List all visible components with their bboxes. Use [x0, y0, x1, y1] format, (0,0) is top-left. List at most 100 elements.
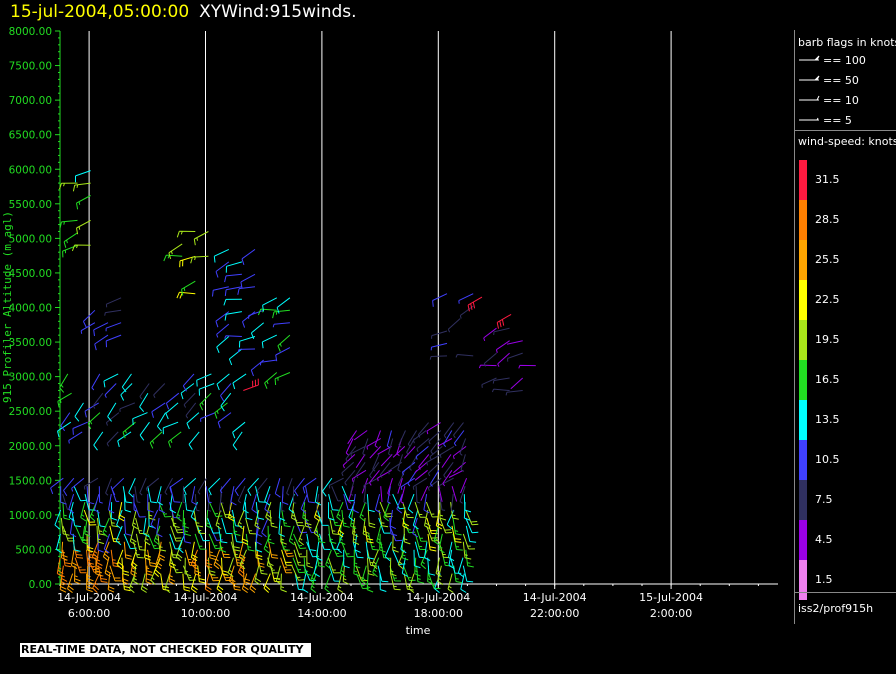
wind-barb	[107, 402, 117, 422]
wind-barb	[144, 525, 151, 546]
wind-barb	[227, 557, 234, 578]
wind-barb	[460, 454, 466, 473]
wind-barb	[116, 509, 123, 530]
wind-barb	[92, 392, 104, 409]
wind-barb	[57, 421, 72, 438]
wind-barb	[184, 494, 193, 512]
wind-barb	[255, 486, 266, 503]
wind-barb	[215, 311, 230, 328]
wind-barb	[396, 493, 403, 514]
wind-barb	[223, 298, 242, 306]
y-tick-label: 1000.00	[9, 510, 52, 522]
wind-barb	[291, 502, 298, 522]
wind-barb	[458, 293, 474, 304]
wind-barb	[232, 431, 243, 451]
wind-barb	[86, 573, 93, 593]
wind-barb	[439, 517, 453, 534]
wind-barb	[337, 517, 345, 538]
wind-barb	[493, 327, 510, 336]
quality-notice: REAL-TIME DATA, NOT CHECKED FOR QUALITY	[20, 643, 312, 657]
wind-barb	[302, 477, 317, 494]
wind-barb	[83, 477, 99, 490]
wind-barb	[465, 509, 479, 526]
data-source-label: iss2/prof915h	[798, 602, 874, 615]
wind-barb	[306, 549, 314, 569]
wind-barb	[342, 454, 356, 469]
wind-barb	[429, 446, 443, 460]
wind-barb	[145, 557, 153, 576]
wind-barb	[169, 477, 184, 494]
wind-barb	[204, 573, 212, 593]
wind-barb	[241, 573, 249, 594]
wind-barb	[448, 549, 455, 569]
wind-barb	[122, 486, 133, 504]
wind-barb	[219, 541, 231, 558]
wind-barb	[292, 509, 304, 527]
wind-barb	[293, 533, 307, 549]
wind-barb	[108, 509, 119, 528]
wind-barb	[207, 517, 220, 534]
wind-barb	[183, 392, 196, 408]
wind-barb	[132, 412, 148, 426]
wind-barb	[352, 525, 360, 545]
x-tick-label-time: 10:00:00	[181, 607, 230, 620]
wind-barb	[424, 509, 431, 530]
wind-barb	[188, 431, 200, 450]
wind-barb	[156, 412, 167, 432]
wind-barb	[95, 557, 102, 577]
wind-barb	[54, 509, 62, 530]
wind-barb	[256, 477, 268, 494]
wind-barb	[224, 335, 242, 339]
wind-barb	[60, 486, 67, 505]
wind-barb	[110, 549, 120, 568]
wind-barb	[376, 525, 383, 546]
wind-barb	[438, 541, 450, 559]
wind-barb	[117, 431, 132, 448]
wind-barb	[169, 549, 176, 569]
wind-barb	[457, 557, 464, 578]
wind-barb	[350, 509, 357, 530]
wind-barb	[244, 502, 253, 521]
y-tick-label: 5000.00	[9, 233, 52, 245]
wind-barb	[407, 493, 415, 514]
wind-barb	[372, 557, 380, 578]
wind-barb	[91, 541, 99, 562]
wind-barb	[81, 525, 89, 546]
colorbar-swatch	[799, 160, 807, 200]
wind-barb	[389, 525, 403, 542]
wind-barb	[254, 565, 262, 586]
wind-barb	[352, 517, 359, 538]
wind-barb	[102, 517, 110, 538]
wind-barb	[168, 431, 182, 448]
wind-barb	[265, 501, 273, 522]
wind-barb	[367, 509, 376, 529]
wind-barb	[455, 354, 474, 358]
wind-barb	[491, 388, 510, 393]
wind-barb	[220, 392, 232, 412]
wind-barb	[60, 412, 71, 432]
wind-barb	[221, 557, 229, 576]
wind-barb	[102, 541, 110, 562]
barb-label-50: == 50	[823, 74, 859, 87]
wind-barb	[368, 533, 379, 551]
wind-barb	[91, 373, 101, 391]
wind-barb	[62, 502, 71, 521]
wind-barb	[390, 573, 401, 591]
wind-barb	[416, 438, 430, 452]
wind-barb	[245, 533, 255, 552]
colorbar-swatch	[799, 560, 807, 600]
colorbar-label: 25.5	[815, 253, 840, 266]
wind-barb	[214, 402, 228, 419]
wind-barb	[86, 565, 94, 585]
wind-barb	[293, 549, 305, 566]
wind-barb	[60, 565, 68, 585]
wind-barb	[428, 430, 442, 445]
wind-barb	[68, 431, 83, 444]
wind-barb	[62, 244, 78, 258]
wind-barb	[435, 557, 442, 578]
wind-barb	[147, 494, 154, 513]
wind-barb	[425, 501, 439, 518]
wind-barb	[63, 232, 78, 248]
wind-barb	[275, 347, 291, 362]
wind-barb	[328, 557, 341, 574]
